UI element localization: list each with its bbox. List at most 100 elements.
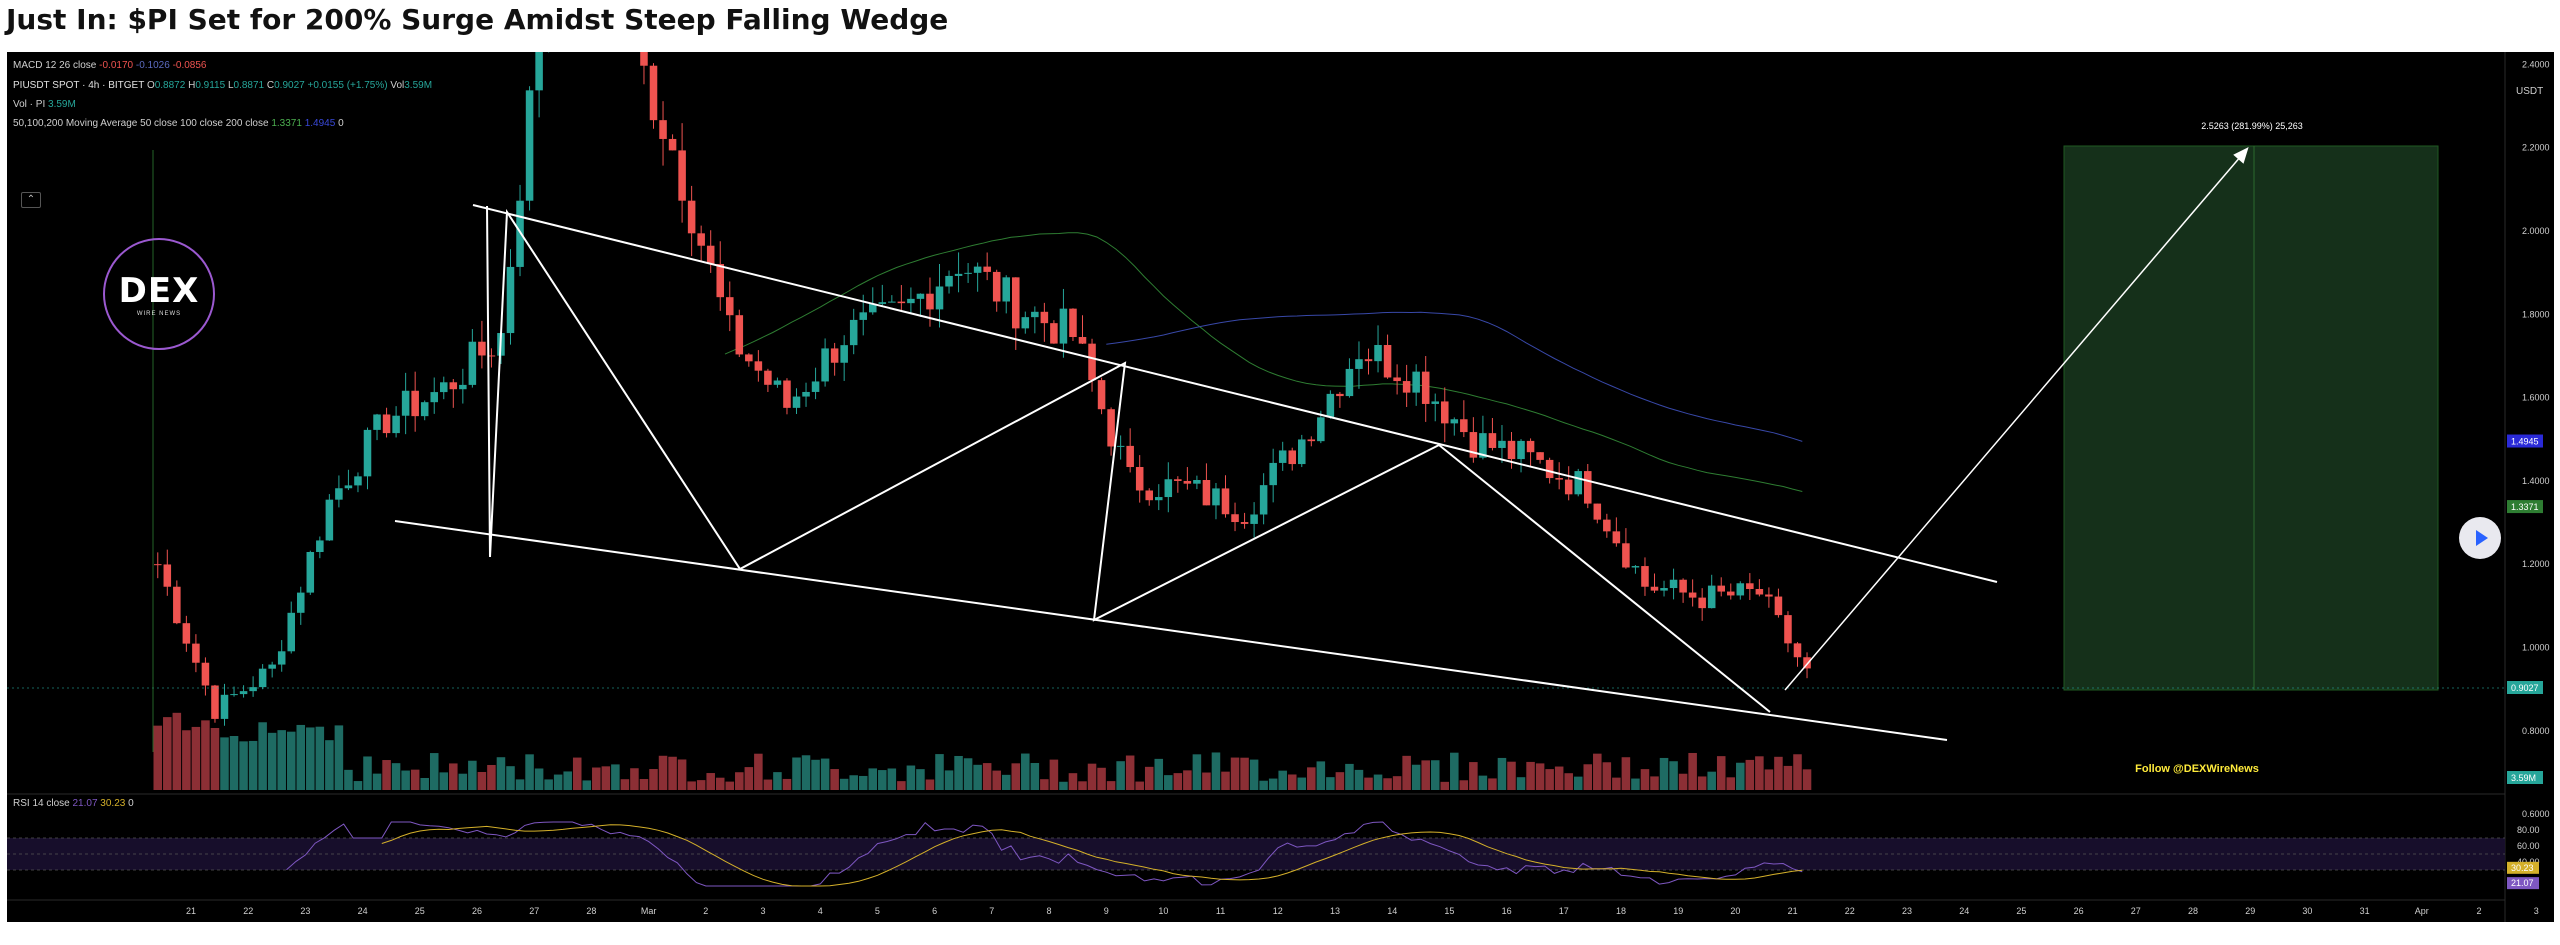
volume-bar [306,727,315,790]
time-tick-label: 2 [703,906,708,916]
candle-body [220,694,229,719]
volume-bar [210,727,220,790]
volume-bar [1106,781,1116,790]
volume-bar [1173,773,1183,790]
candle-body [764,370,772,385]
volume-bar [1297,777,1307,790]
candle-body [1107,409,1115,447]
time-tick-label: 9 [1104,906,1109,916]
price-tick-label: 1.6000 [2522,393,2550,403]
candle-body [907,298,915,304]
volume-bar [334,725,344,790]
volume-bar [677,759,687,790]
ma-line-50 [724,232,1803,492]
candle-body [1593,503,1602,520]
volume-bar [248,740,258,790]
candle-body [1050,323,1058,344]
volume-bar [763,779,773,790]
volume-bar [172,712,182,790]
volume-bar [1392,776,1402,790]
tradingview-logo[interactable]: 𝐓𝐕 TradingView [22,925,167,945]
candle-body [1564,479,1573,495]
volume-bar [735,772,744,790]
volume-bar [553,774,563,790]
volume-bar [382,760,391,790]
collapse-legend-button[interactable]: ⌃ [21,192,41,208]
volume-bar [1164,775,1173,790]
volume-bar [1736,762,1745,790]
candle-body [1069,308,1077,338]
volume-bar [258,722,267,790]
volume-bar [315,726,325,790]
volume-bar [1268,778,1278,790]
price-tick-label: 1.8000 [2522,309,2550,319]
candle-body [1421,371,1430,404]
volume-bar [1697,776,1707,790]
candle-body [363,429,372,477]
volume-bar [1030,762,1040,790]
candle-body [1669,579,1678,589]
candle-body [297,592,305,613]
candle-body [1288,450,1296,465]
symbol-legend: PIUSDT SPOT · 4h · BITGET O0.8872 H0.911… [13,80,432,91]
price-tag-label: 3.59M [2511,773,2536,783]
candle-body [745,354,753,362]
candle-body [1336,393,1344,397]
volume-bar [982,763,992,790]
candle-body [792,396,801,408]
candle-body [1250,514,1258,524]
volume-bar [1021,753,1030,790]
volume-bar [944,770,954,790]
wedge-lower-line [394,520,1948,741]
currency-label: USDT [2516,86,2543,97]
svg-text:MACD 12 26 close -0.0170 -0.10: MACD 12 26 close -0.0170 -0.1026 -0.0856 [13,60,207,71]
macd-label: MACD 12 26 close [13,60,97,71]
candle-body [1584,471,1592,504]
candle-body [1536,452,1544,460]
tradingview-icon: 𝐓𝐕 [22,925,43,944]
candle-body [440,382,448,393]
candle-body [1364,359,1373,362]
volume-bar [954,755,963,790]
volume-bar [201,720,210,790]
svg-text:Vol · PI 3.59M: Vol · PI 3.59M [13,99,76,110]
time-tick-label: 15 [1444,906,1454,916]
time-tick-label: 25 [2016,906,2026,916]
volume-bar [801,755,811,790]
candle-body [916,293,925,299]
volume-bar [773,772,782,790]
macd-value-3: -0.0856 [173,60,207,71]
candle-body [154,564,162,566]
volume-bar [1469,762,1478,790]
volume-bar [582,780,592,790]
volume-bar [1335,772,1345,790]
price-axis: 3.40003.20003.00002.80002.60002.40002.20… [2507,59,2550,819]
volume-bar [897,781,906,790]
candle-body [392,415,400,434]
candle-body [1784,615,1792,644]
volume-bar [572,757,582,790]
candle-body [830,348,839,363]
volume-bar [811,759,820,790]
candle-body [1212,488,1220,506]
candle-body [420,402,429,417]
candle-body [1545,459,1554,479]
volume-bar [1440,781,1450,790]
volume-bar [1507,761,1516,790]
chart-panel[interactable]: 2.5263 (281.99%) 25,263 3.40003.20003.00… [7,52,2554,945]
candle-body [735,315,744,355]
time-tick-label: Apr [2415,906,2429,916]
candle-body [1326,393,1335,418]
volume-bar [1459,780,1469,790]
candle-body [821,348,829,382]
candle-body [1183,480,1192,484]
candle-body [1231,514,1239,523]
time-tick-label: 6 [932,906,937,916]
price-chart[interactable]: 2.5263 (281.99%) 25,263 3.40003.20003.00… [7,52,2554,922]
volume-bar [1087,763,1097,790]
time-tick-label: 23 [300,906,310,916]
volume-bar [1316,761,1326,790]
volume-bar [1001,774,1011,790]
time-tick-label: 10 [1158,906,1168,916]
play-replay-button[interactable] [2459,517,2501,559]
